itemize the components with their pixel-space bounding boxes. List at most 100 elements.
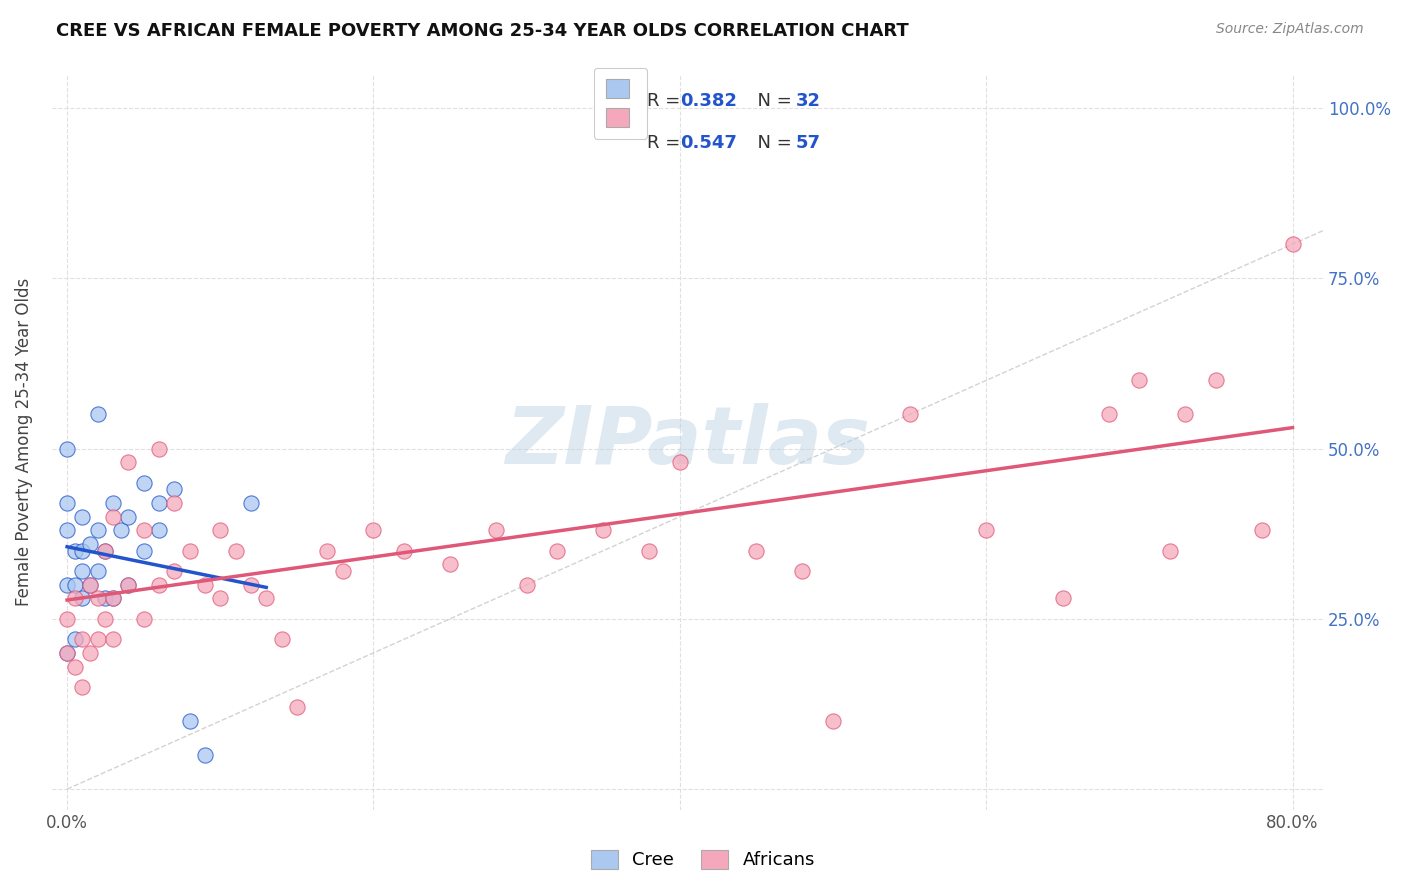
Point xyxy=(1052,591,1074,606)
Point xyxy=(1098,408,1121,422)
Point xyxy=(72,680,94,694)
Point xyxy=(270,632,292,647)
Point xyxy=(439,558,461,572)
Point xyxy=(239,578,262,592)
Point xyxy=(1205,373,1227,387)
Point xyxy=(132,543,155,558)
Text: N =: N = xyxy=(747,134,797,153)
Point xyxy=(363,523,385,537)
Point xyxy=(239,496,262,510)
Point xyxy=(254,591,277,606)
Point xyxy=(86,632,108,647)
Point xyxy=(79,537,101,551)
Point xyxy=(132,523,155,537)
Point xyxy=(546,543,568,558)
Point xyxy=(101,591,124,606)
Text: 57: 57 xyxy=(796,134,821,153)
Text: 0.547: 0.547 xyxy=(681,134,737,153)
Y-axis label: Female Poverty Among 25-34 Year Olds: Female Poverty Among 25-34 Year Olds xyxy=(15,277,32,606)
Point xyxy=(56,578,79,592)
Point xyxy=(101,496,124,510)
Point xyxy=(63,578,86,592)
Point xyxy=(148,496,170,510)
Point xyxy=(101,632,124,647)
Point xyxy=(94,543,117,558)
Point xyxy=(94,543,117,558)
Point xyxy=(392,543,415,558)
Point xyxy=(56,496,79,510)
Point xyxy=(163,483,186,497)
Point xyxy=(101,509,124,524)
Point xyxy=(821,714,844,728)
Text: R =: R = xyxy=(647,92,686,111)
Point xyxy=(148,578,170,592)
Point xyxy=(1250,523,1272,537)
Point xyxy=(148,442,170,456)
Point xyxy=(148,523,170,537)
Point xyxy=(163,496,186,510)
Point xyxy=(1128,373,1150,387)
Point xyxy=(101,591,124,606)
Point xyxy=(132,612,155,626)
Point xyxy=(898,408,921,422)
Point xyxy=(63,591,86,606)
Point xyxy=(63,659,86,673)
Point xyxy=(974,523,997,537)
Point xyxy=(117,455,139,469)
Point xyxy=(56,523,79,537)
Point xyxy=(86,523,108,537)
Point xyxy=(117,509,139,524)
Point xyxy=(79,646,101,660)
Point xyxy=(72,591,94,606)
Point xyxy=(72,509,94,524)
Point xyxy=(668,455,690,469)
Point xyxy=(86,408,108,422)
Text: R =: R = xyxy=(647,134,686,153)
Point xyxy=(285,700,308,714)
Legend: Cree, Africans: Cree, Africans xyxy=(582,841,824,879)
Text: 32: 32 xyxy=(796,92,821,111)
Point xyxy=(56,646,79,660)
Point xyxy=(316,543,339,558)
Point xyxy=(592,101,614,115)
Point xyxy=(638,543,661,558)
Text: Source: ZipAtlas.com: Source: ZipAtlas.com xyxy=(1216,22,1364,37)
Point xyxy=(72,564,94,578)
Point xyxy=(117,578,139,592)
Point xyxy=(332,564,354,578)
Point xyxy=(209,523,232,537)
Point xyxy=(63,632,86,647)
Point xyxy=(117,578,139,592)
Point xyxy=(485,523,508,537)
Point xyxy=(209,591,232,606)
Point xyxy=(72,632,94,647)
Point xyxy=(79,578,101,592)
Point xyxy=(163,564,186,578)
Point xyxy=(516,578,538,592)
Point xyxy=(56,612,79,626)
Point xyxy=(72,543,94,558)
Point xyxy=(56,646,79,660)
Point xyxy=(194,747,217,762)
Text: CREE VS AFRICAN FEMALE POVERTY AMONG 25-34 YEAR OLDS CORRELATION CHART: CREE VS AFRICAN FEMALE POVERTY AMONG 25-… xyxy=(56,22,910,40)
Point xyxy=(179,714,201,728)
Point xyxy=(225,543,247,558)
Text: ZIPatlas: ZIPatlas xyxy=(505,402,870,481)
Point xyxy=(1174,408,1197,422)
Point xyxy=(1281,237,1303,252)
Legend: , : , xyxy=(595,68,647,138)
Point xyxy=(86,591,108,606)
Point xyxy=(194,578,217,592)
Point xyxy=(63,543,86,558)
Point xyxy=(94,591,117,606)
Point xyxy=(792,564,814,578)
Point xyxy=(56,442,79,456)
Point xyxy=(94,612,117,626)
Point xyxy=(86,564,108,578)
Point xyxy=(592,523,614,537)
Text: 0.382: 0.382 xyxy=(681,92,737,111)
Text: N =: N = xyxy=(747,92,797,111)
Point xyxy=(745,543,768,558)
Point xyxy=(132,475,155,490)
Point xyxy=(110,523,132,537)
